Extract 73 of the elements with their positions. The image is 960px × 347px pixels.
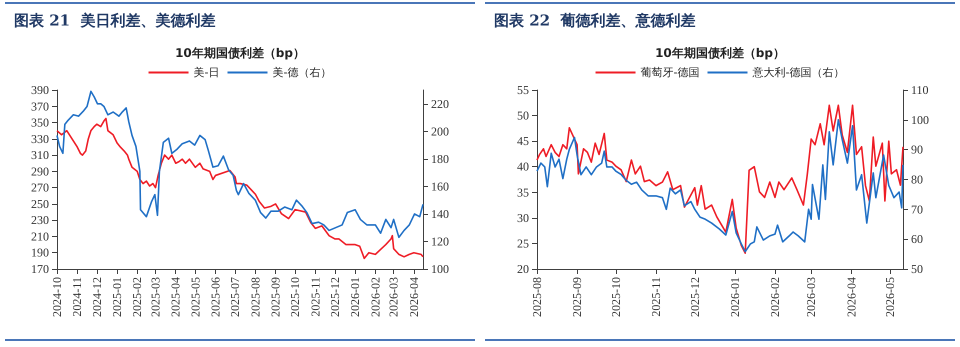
x-tick-label: 2024-10 (50, 277, 64, 317)
chart-title: 图表 21 美日利差、美德利差 (14, 12, 216, 30)
chart-title: 图表 22 葡德利差、意德利差 (494, 12, 696, 30)
x-tick-label: 2025-01 (110, 277, 124, 317)
y-tick-label: 170 (31, 262, 49, 276)
y-tick-label: 45 (517, 134, 529, 148)
y-tick-label: 390 (31, 83, 49, 97)
y-tick-label: 40 (517, 160, 529, 174)
x-tick-label: 2026-01 (348, 277, 362, 317)
x-tick-label: 2026-05 (883, 277, 898, 317)
y-tick-label: 350 (31, 116, 49, 130)
x-tick-label: 2025-05 (188, 277, 202, 317)
x-tick-label: 2025-02 (130, 277, 144, 317)
y2-tick-label: 90 (911, 142, 923, 157)
x-tick-label: 2025-09 (570, 277, 584, 317)
x-tick-label: 2026-02 (768, 277, 782, 317)
y2-tick-label: 120 (431, 234, 449, 248)
y2-tick-label: 60 (911, 232, 923, 246)
y2-tick-label: 80 (911, 172, 923, 186)
y2-tick-label: 200 (431, 124, 449, 138)
y2-tick-label: 70 (911, 202, 923, 216)
y-tick-label: 270 (31, 180, 49, 195)
y2-tick-label: 160 (431, 179, 449, 194)
y2-tick-label: 180 (431, 152, 449, 166)
y-tick-label: 30 (517, 210, 529, 225)
legend-label: 美-日 (194, 66, 220, 79)
x-tick-label: 2025-06 (208, 277, 223, 317)
y-tick-label: 190 (31, 246, 49, 260)
x-tick-label: 2025-11 (308, 277, 322, 317)
x-tick-label: 2025-03 (148, 277, 163, 317)
y2-tick-label: 100 (911, 112, 929, 127)
y2-tick-label: 220 (431, 96, 449, 111)
x-tick-label: 2026-03 (804, 277, 818, 317)
x-tick-label: 2026-02 (368, 277, 382, 317)
legend-label: 葡萄牙-德国 (640, 66, 700, 79)
x-tick-label: 2026-04 (844, 277, 858, 317)
y2-tick-label: 140 (431, 206, 449, 221)
y-tick-label: 35 (517, 185, 529, 200)
y-tick-label: 370 (31, 99, 49, 114)
x-tick-label: 2025-12 (328, 277, 342, 317)
x-tick-label: 2025-08 (248, 277, 262, 317)
x-tick-label: 2024-12 (90, 277, 104, 317)
y2-tick-label: 100 (431, 262, 449, 276)
y-tick-label: 330 (31, 132, 49, 146)
x-tick-label: 2025-08 (530, 277, 544, 317)
line-series (56, 90, 424, 238)
y-tick-label: 230 (31, 213, 49, 228)
x-tick-label: 2025-04 (168, 277, 183, 317)
y-tick-label: 250 (31, 196, 49, 211)
y2-tick-label: 110 (911, 83, 929, 97)
y-tick-label: 20 (517, 262, 529, 276)
chart-subtitle: 10年期国债利差（bp） (175, 46, 305, 60)
legend-label: 美-德（右） (272, 66, 332, 79)
x-tick-label: 2025-07 (228, 277, 242, 317)
x-tick-label: 2025-10 (608, 277, 623, 317)
x-tick-label: 2025-11 (648, 277, 663, 317)
legend-label: 意大利-德国（右） (752, 66, 844, 79)
y-tick-label: 290 (31, 164, 49, 178)
y-tick-label: 25 (517, 236, 529, 250)
line-series (56, 118, 424, 260)
chart-subtitle: 10年期国债利差（bp） (655, 46, 785, 60)
y-tick-label: 55 (517, 83, 529, 97)
x-tick-label: 2025-09 (268, 277, 283, 317)
y2-tick-label: 50 (911, 262, 923, 276)
x-tick-label: 2025-10 (288, 277, 302, 317)
x-tick-label: 2026-01 (728, 277, 742, 317)
x-tick-label: 2024-11 (70, 277, 84, 317)
x-tick-label: 2025-12 (688, 277, 702, 317)
y-tick-label: 210 (31, 229, 49, 244)
y-tick-label: 50 (517, 108, 529, 123)
x-tick-label: 2026-03 (386, 277, 401, 317)
x-tick-label: 2026-04 (406, 277, 421, 317)
y-tick-label: 310 (31, 148, 49, 162)
